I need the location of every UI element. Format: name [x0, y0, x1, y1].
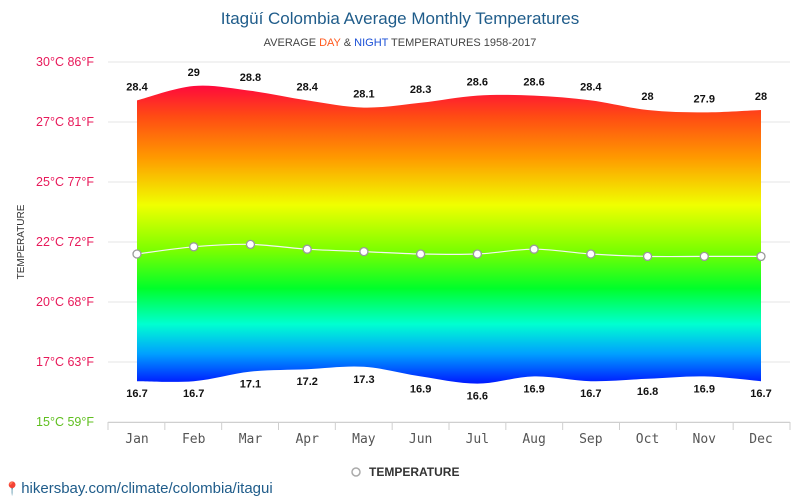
night-value-label: 16.7 — [183, 388, 204, 400]
day-value-label: 28.1 — [353, 89, 374, 101]
night-value-label: 16.7 — [126, 388, 147, 400]
x-tick-label: Feb — [182, 432, 206, 447]
average-point — [472, 249, 483, 259]
x-tick-label: Aug — [522, 432, 545, 447]
x-tick-label: May — [352, 432, 376, 447]
average-point — [756, 251, 766, 262]
average-point — [189, 242, 199, 252]
night-value-label: 17.2 — [296, 376, 317, 388]
day-value-label: 29 — [188, 67, 200, 79]
legend[interactable]: TEMPERATURE — [351, 465, 459, 479]
source-url[interactable]: hikersbay.com/climate/colombia/itagui — [21, 480, 273, 497]
average-line — [136, 243, 761, 258]
night-value-label: 16.9 — [523, 383, 544, 395]
y-tick-label: 15°C 59°F — [36, 415, 94, 429]
y-tick-label: 20°C 68°F — [36, 295, 94, 309]
day-value-label: 28.4 — [296, 81, 318, 93]
y-tick-label: 17°C 63°F — [36, 355, 94, 369]
x-tick-label: Apr — [295, 432, 319, 447]
average-point — [132, 249, 142, 259]
x-tick-label: Dec — [749, 432, 772, 447]
y-tick-label: 22°C 72°F — [36, 235, 94, 249]
subtitle-prefix: AVERAGE — [264, 37, 319, 49]
night-value-label: 17.3 — [353, 374, 374, 386]
average-point — [415, 249, 426, 259]
temperature-band — [137, 85, 761, 384]
night-value-label: 16.7 — [750, 388, 771, 400]
source-footer[interactable]: 📍hikersbay.com/climate/colombia/itagui — [4, 480, 273, 497]
day-value-label: 28.4 — [126, 81, 148, 93]
x-tick-label: Oct — [636, 432, 659, 447]
night-value-label: 16.7 — [580, 388, 601, 400]
night-value-label: 16.9 — [410, 383, 431, 395]
day-value-label: 27.9 — [694, 93, 715, 105]
y-tick-label: 25°C 77°F — [36, 175, 94, 189]
day-value-label: 28.6 — [467, 77, 488, 89]
y-tick-label: 30°C 86°F — [36, 55, 94, 69]
night-value-label: 17.1 — [240, 379, 261, 391]
average-point — [586, 249, 596, 259]
map-pin-icon: 📍 — [4, 481, 21, 496]
night-value-label: 16.9 — [694, 383, 715, 395]
x-tick-label: Jan — [125, 432, 148, 447]
day-value-label: 28.6 — [523, 77, 544, 89]
x-tick-label: Nov — [693, 432, 717, 447]
average-point — [359, 246, 369, 257]
legend-label: TEMPERATURE — [369, 465, 459, 479]
subtitle-suffix: TEMPERATURES 1958-2017 — [388, 37, 536, 49]
y-tick-label: 27°C 81°F — [36, 115, 94, 129]
temperature-range-area — [137, 85, 761, 384]
average-point — [529, 244, 539, 254]
x-tick-label: Mar — [239, 432, 263, 447]
day-value-label: 28.8 — [240, 72, 261, 84]
x-tick-label: Jul — [466, 432, 489, 447]
day-value-label: 28.4 — [580, 81, 602, 93]
data-labels: 28.4 29 28.8 28.4 28.1 28.3 28.6 28.6 28.4 28 27.9… — [126, 67, 771, 403]
day-value-label: 28.3 — [410, 84, 431, 96]
average-point — [245, 239, 256, 250]
night-value-label: 16.8 — [637, 386, 658, 398]
night-value-label: 16.6 — [467, 391, 488, 403]
temperature-line — [132, 239, 766, 262]
day-value-label: 28 — [755, 91, 767, 103]
x-tick-label: Sep — [579, 432, 603, 447]
x-tick-label: Jun — [409, 432, 432, 447]
y-axis-label: TEMPERATURE — [16, 204, 27, 279]
subtitle-night: NIGHT — [354, 37, 389, 49]
average-point — [302, 244, 312, 254]
legend-marker-icon — [351, 467, 361, 477]
chart-subtitle: AVERAGE DAY & NIGHT TEMPERATURES 1958-20… — [264, 37, 537, 49]
day-value-label: 28 — [641, 91, 653, 103]
axes: 30°C 86°F 27°C 81°F 25°C 77°F 22°C 72°F 20°C… — [36, 55, 791, 447]
average-point — [699, 251, 709, 262]
subtitle-amp: & — [341, 37, 354, 49]
average-point — [642, 251, 653, 262]
subtitle-day: DAY — [319, 37, 341, 49]
chart-title: Itagüí Colombia Average Monthly Temperat… — [221, 9, 579, 28]
